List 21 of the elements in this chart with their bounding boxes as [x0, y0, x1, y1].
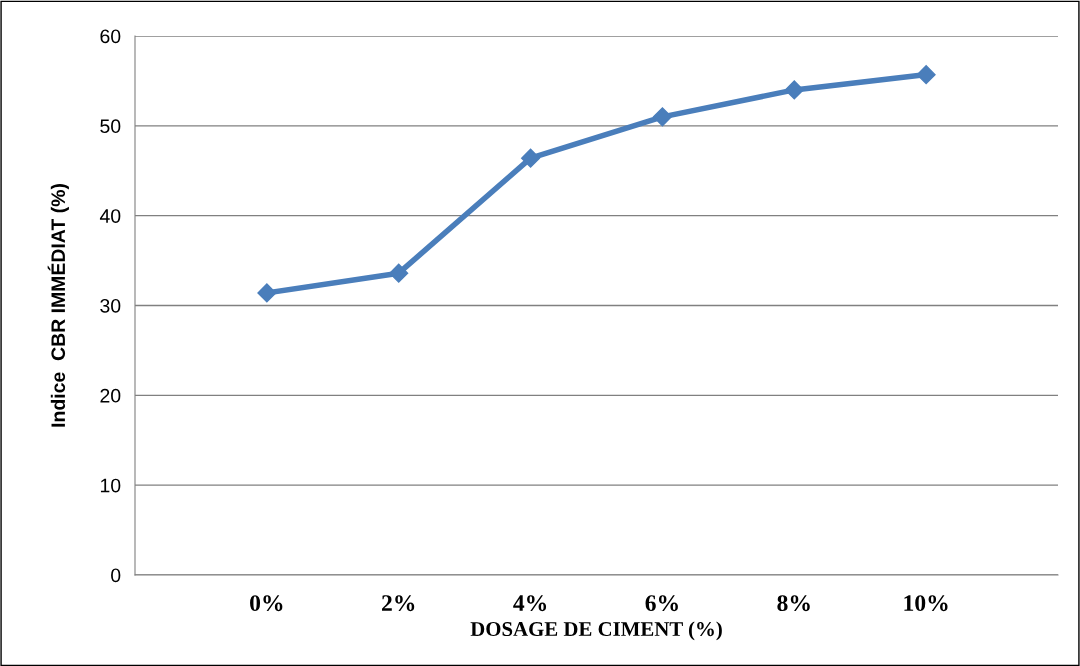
- y-tick-label: 40: [99, 209, 121, 223]
- y-tick-label: 10: [100, 478, 121, 493]
- x-tick-label: 10%: [904, 595, 948, 612]
- y-tick-label: 0: [111, 568, 121, 583]
- point: [784, 80, 804, 100]
- y-tick-label: 60: [100, 29, 121, 44]
- x-tick-label: 8%: [777, 595, 810, 612]
- x-tick-label: 2%: [382, 595, 415, 612]
- point: [257, 283, 277, 303]
- y-tick-label: 20: [100, 388, 121, 403]
- x-tick-label: 4%: [513, 595, 547, 612]
- x-axis-title: DOSAGE DE CIMENT (%): [470, 621, 722, 641]
- point: [652, 107, 672, 127]
- x-tick-label: 0%: [250, 595, 283, 612]
- point: [521, 148, 541, 168]
- y-tick-label: 30: [100, 298, 121, 313]
- y-tick-label: 50: [100, 119, 121, 134]
- y-axis-title: Indice CBR IMMÉDIAT (%): [47, 184, 69, 427]
- point: [389, 263, 409, 283]
- point: [916, 65, 936, 85]
- x-tick-label: 6%: [645, 595, 678, 612]
